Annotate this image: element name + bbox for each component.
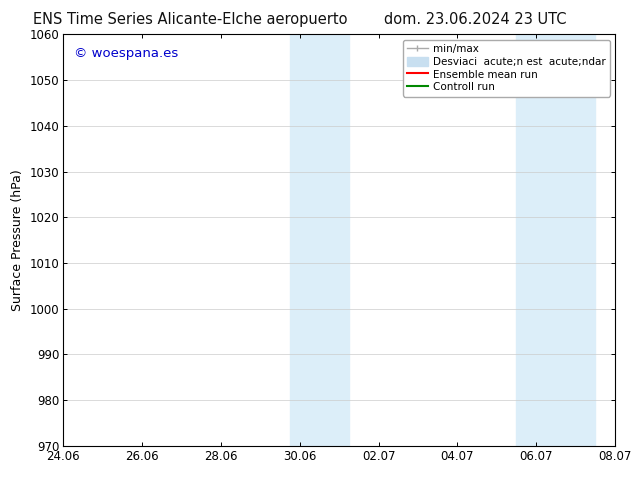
Bar: [517, 34, 595, 446]
Text: dom. 23.06.2024 23 UTC: dom. 23.06.2024 23 UTC: [384, 12, 567, 27]
Text: ENS Time Series Alicante-Elche aeropuerto: ENS Time Series Alicante-Elche aeropuert…: [33, 12, 347, 27]
Bar: [290, 34, 349, 446]
Legend: min/max, Desviaci  acute;n est  acute;ndar, Ensemble mean run, Controll run: min/max, Desviaci acute;n est acute;ndar…: [403, 40, 610, 97]
Y-axis label: Surface Pressure (hPa): Surface Pressure (hPa): [11, 169, 24, 311]
Text: © woespana.es: © woespana.es: [74, 47, 179, 60]
